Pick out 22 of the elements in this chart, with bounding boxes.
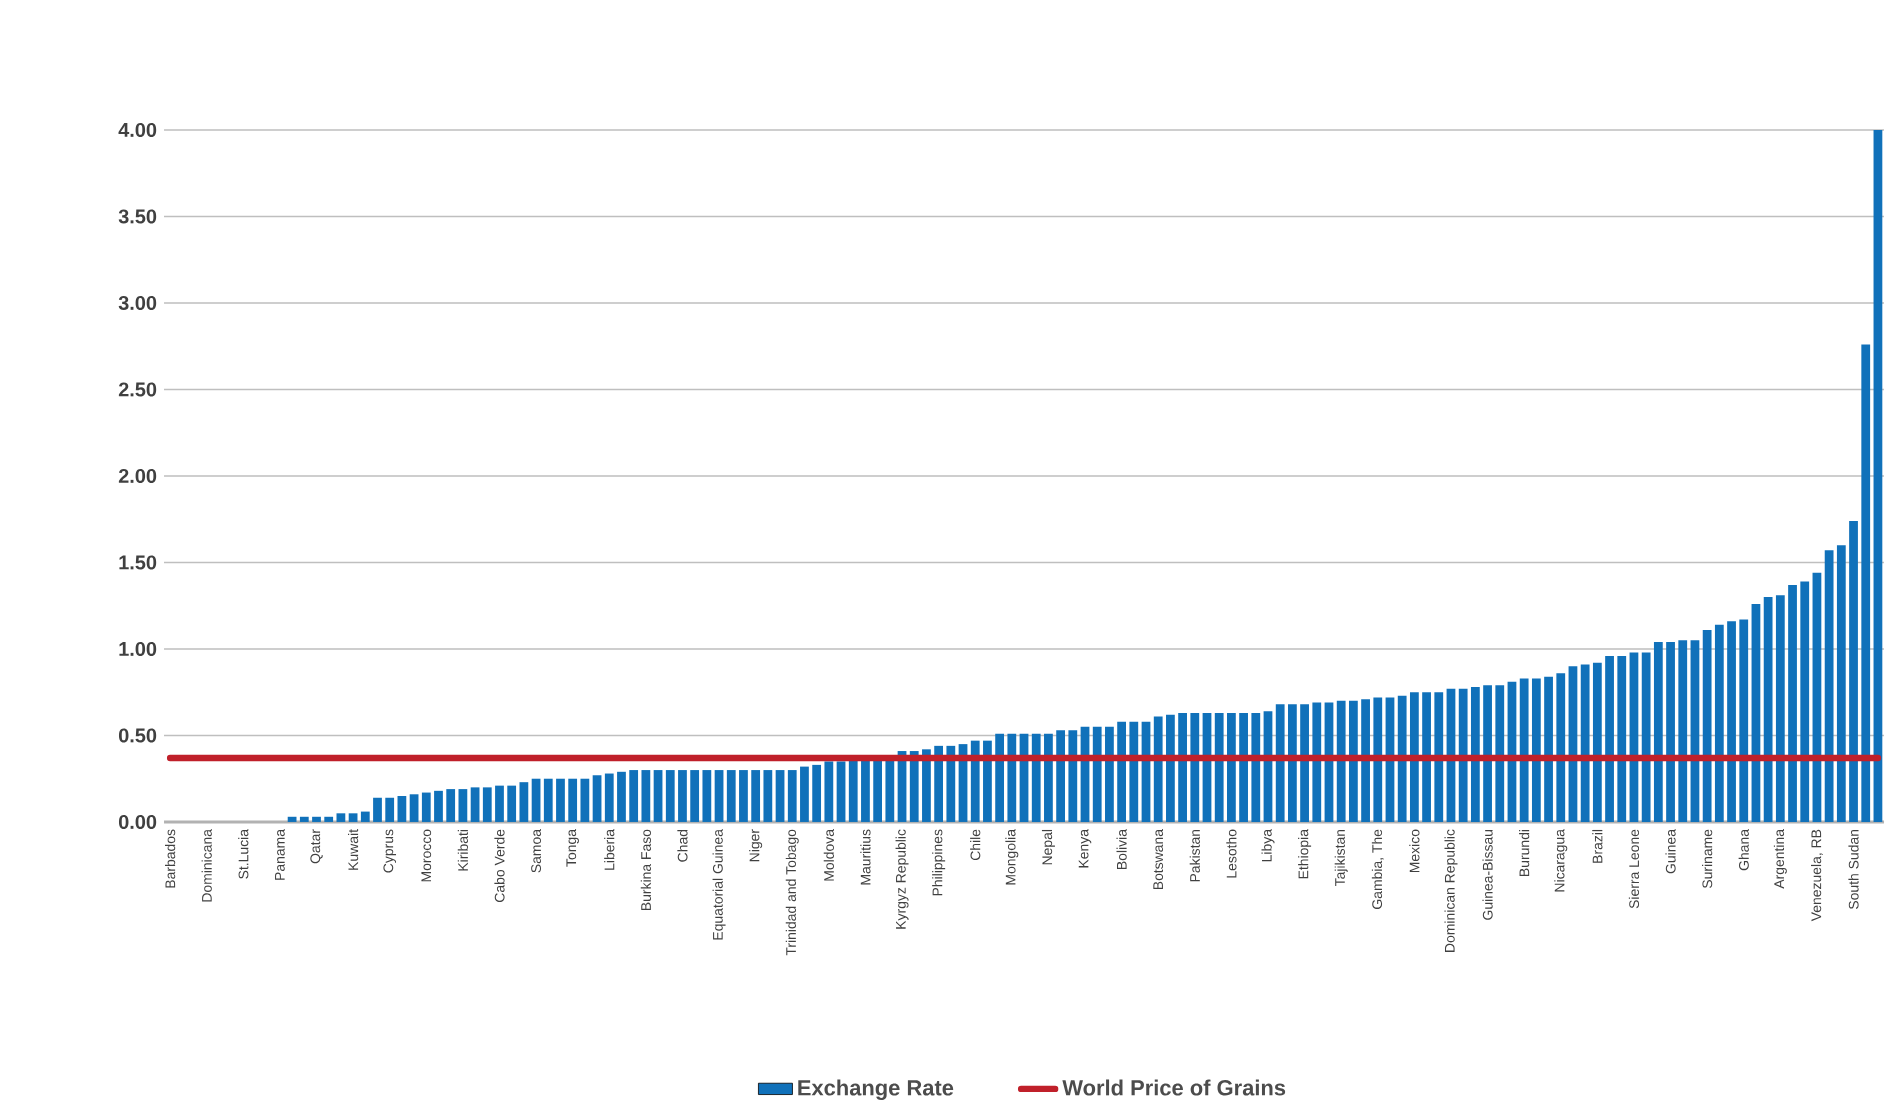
- y-tick-label: 2.50: [118, 382, 157, 397]
- bar: [470, 787, 480, 822]
- y-tick-label: 3.00: [118, 295, 157, 311]
- bar: [714, 770, 724, 822]
- y-tick-label: 1.50: [119, 555, 157, 570]
- bar: [531, 778, 541, 822]
- y-tick-label: 0.00: [118, 814, 157, 830]
- bar: [775, 770, 785, 822]
- bar: [409, 794, 419, 822]
- y-tick-label: 4.00: [118, 122, 157, 138]
- bar: [336, 813, 346, 822]
- bar: [348, 813, 358, 822]
- y-tick-label: 3.50: [118, 209, 157, 224]
- y-tick-label: 0.50: [118, 728, 157, 743]
- bar: [1873, 129, 1883, 822]
- y-tick-label: 2.00: [118, 468, 157, 484]
- bar: [653, 770, 663, 822]
- legend-label: Exchange Rate: [798, 1079, 954, 1100]
- legend-label: World Price of Grains: [1062, 1079, 1286, 1096]
- y-tick-label: 1.00: [119, 641, 157, 657]
- bar: [836, 761, 846, 822]
- bar: [592, 775, 602, 822]
